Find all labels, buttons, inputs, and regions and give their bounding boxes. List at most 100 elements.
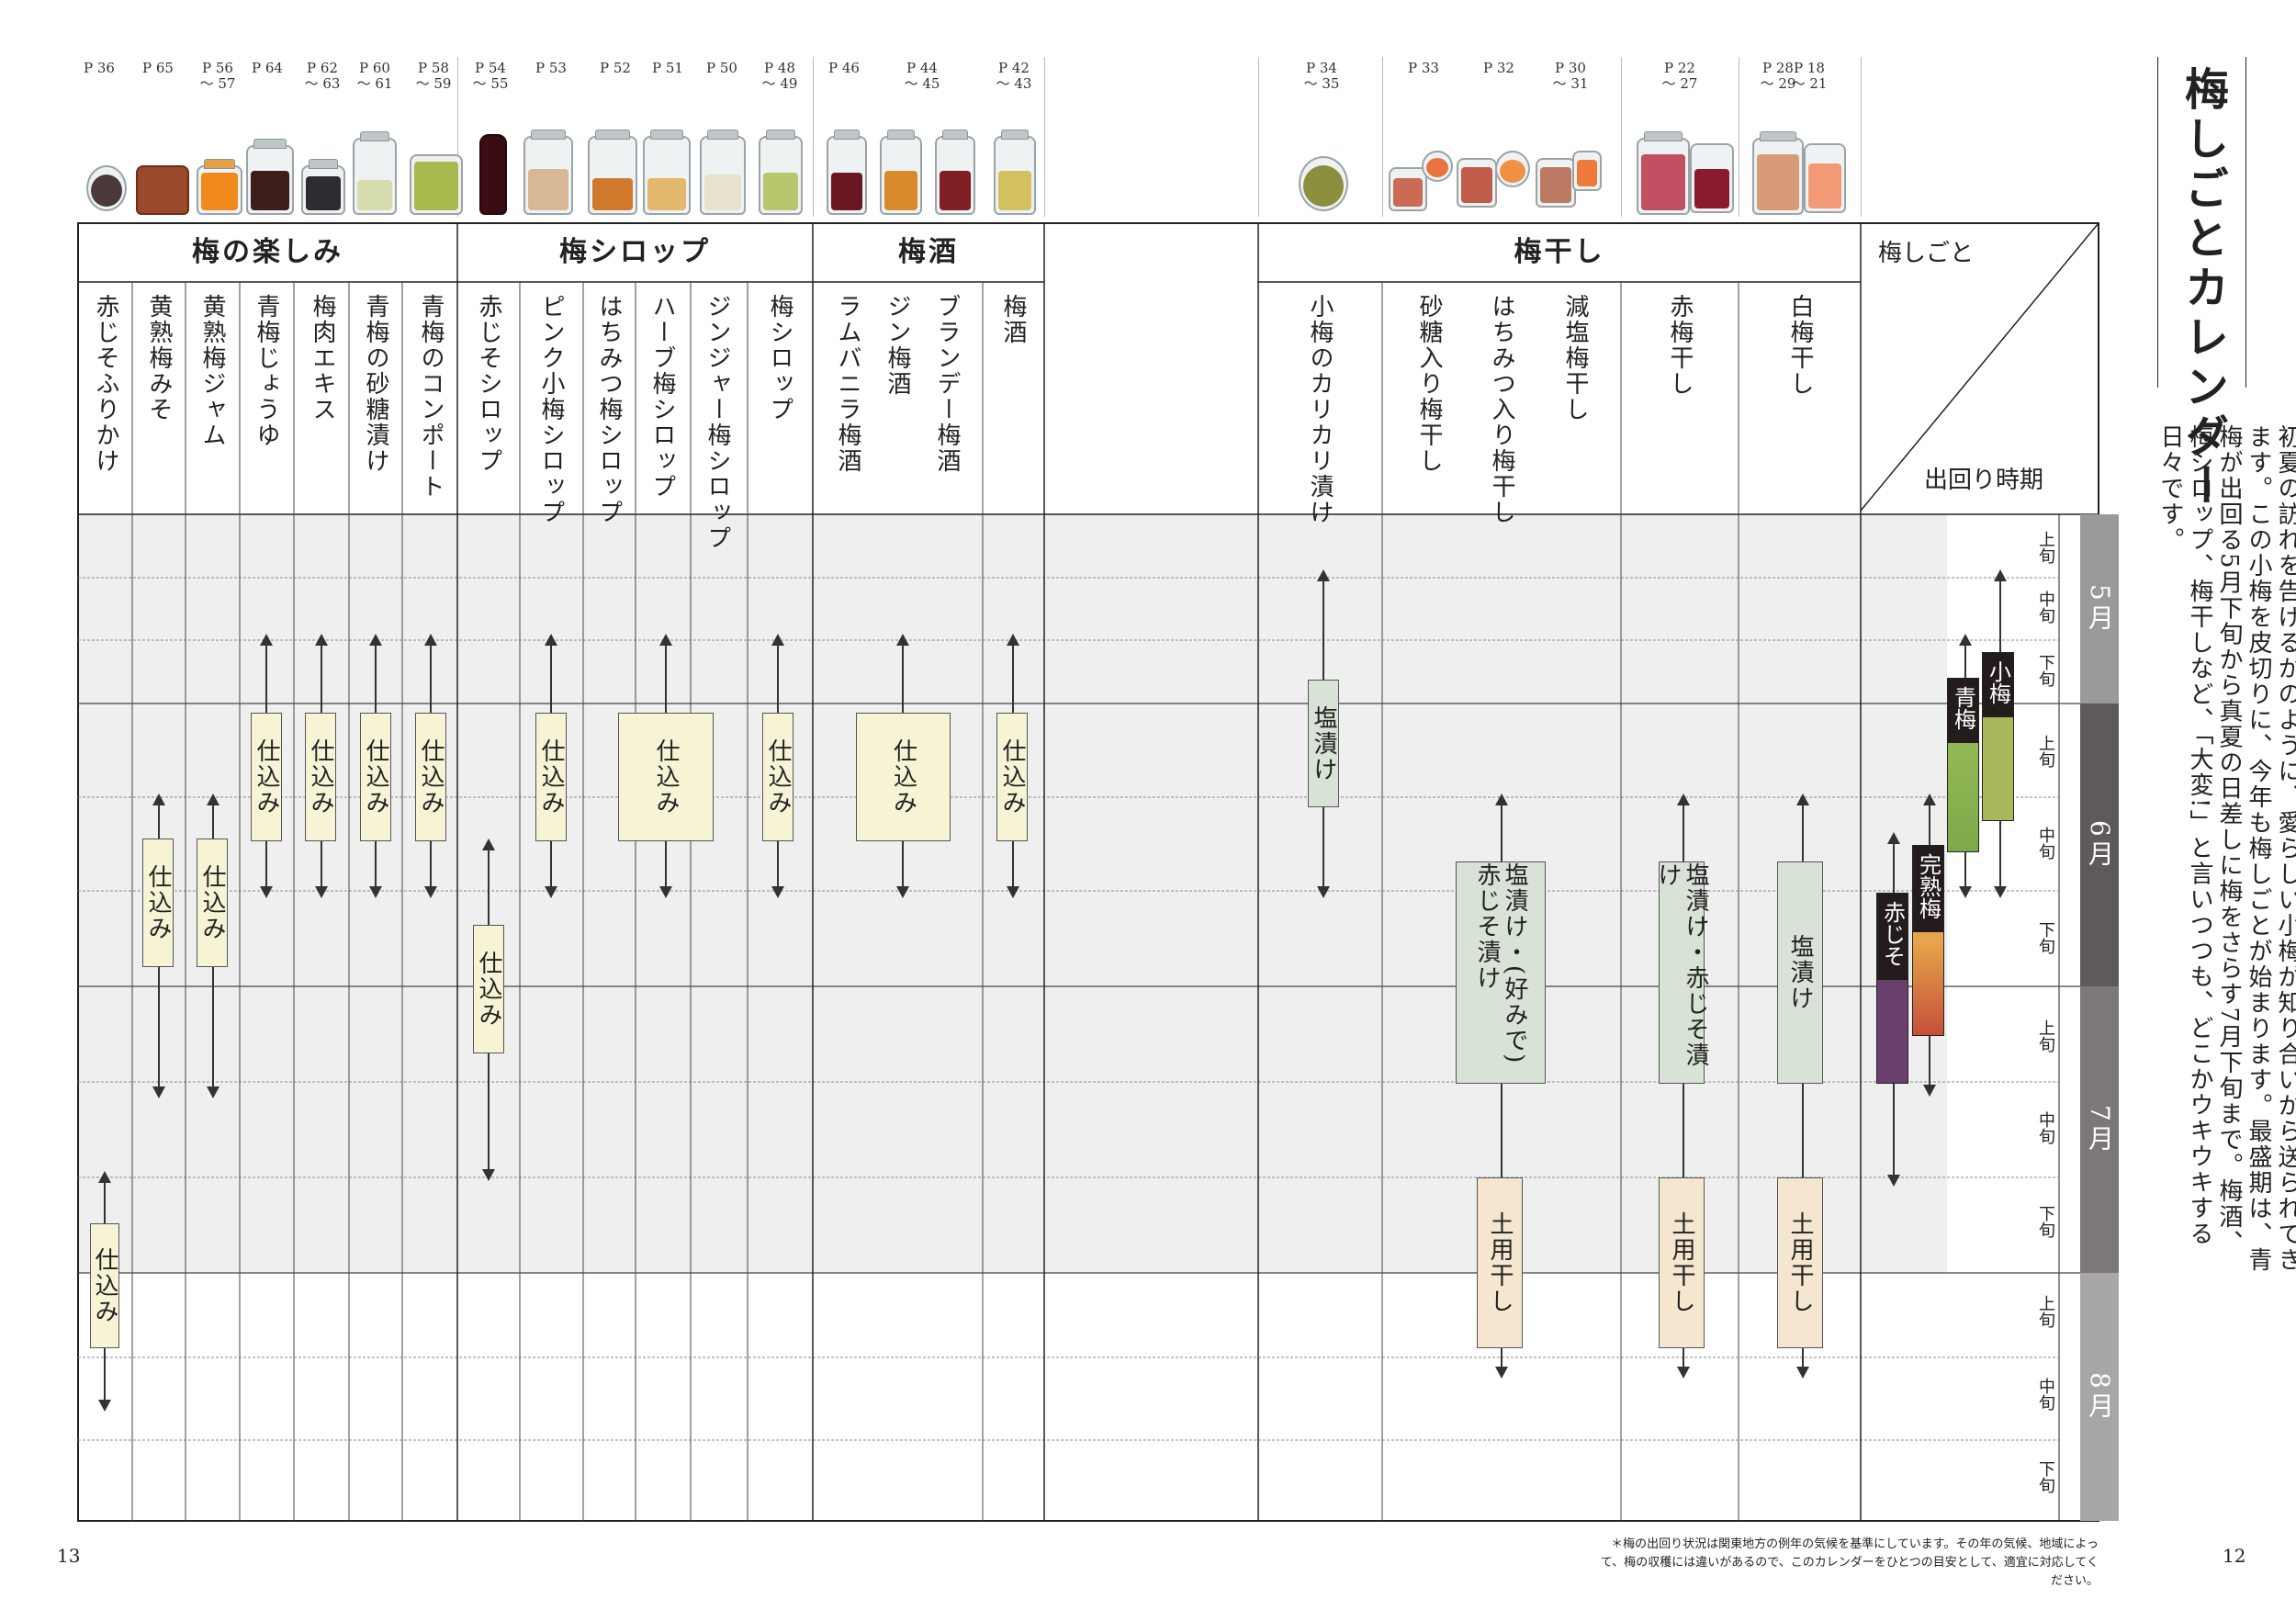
column-name: 白梅干し: [1786, 294, 1814, 397]
column-name: 黄熟梅ジャム: [198, 294, 226, 448]
period-label: 中旬: [2036, 827, 2055, 860]
period-label: 中旬: [2036, 1378, 2055, 1411]
jar-photo: [880, 129, 922, 215]
period-label: 下旬: [2036, 1460, 2055, 1493]
page-ref: P 62 〜 63: [304, 60, 341, 92]
jar-photo: [353, 131, 397, 215]
column-name: ハーブ梅シロップ: [648, 294, 676, 500]
task-box: 仕込み: [996, 713, 1028, 841]
jar-photo: [1572, 151, 1602, 191]
column-name: 梅酒: [999, 294, 1027, 345]
jar-photo: [1495, 151, 1530, 187]
jar-photo: [1299, 156, 1348, 211]
month-july: 7月: [2080, 986, 2119, 1273]
task-box: 塩漬け: [1308, 680, 1339, 807]
month-august: 8月: [2080, 1273, 2119, 1521]
column-name: 小梅のカリカリ漬け: [1306, 294, 1334, 525]
task-box: 仕込み: [142, 839, 174, 967]
category-tanoshimi: 梅の楽しみ: [192, 236, 343, 268]
title-rule: [2245, 57, 2246, 388]
title-rule: [2157, 57, 2158, 388]
page-ref: P 32: [1483, 60, 1514, 76]
jar-photo: [588, 129, 637, 215]
ref-divider: [457, 57, 458, 217]
task-box: 仕込み: [305, 713, 336, 841]
jar-photo: [1804, 143, 1846, 213]
page-ref: P 22 〜 27: [1661, 60, 1698, 92]
jar-photo: [86, 165, 127, 211]
column-name: 赤梅干し: [1666, 294, 1694, 397]
season-kanjukuume: 完熟梅: [1912, 845, 1944, 1036]
corner-label-top: 梅しごと: [1878, 240, 1975, 267]
jar-photo: [700, 129, 746, 215]
ref-divider: [1382, 57, 1383, 217]
period-label: 上旬: [2036, 735, 2055, 768]
page-ref: P 30 〜 31: [1552, 60, 1589, 92]
page-ref: P 58 〜 59: [415, 60, 452, 92]
timing-arrow: [1796, 794, 1809, 1379]
jar-photo: [643, 129, 691, 215]
task-box: 塩漬け・赤じそ漬け: [1654, 861, 1709, 1084]
timing-arrow: [1677, 794, 1690, 1379]
task-box: 仕込み: [762, 713, 793, 841]
jar-photo: [479, 134, 507, 215]
page-ref: P 56 〜 57: [199, 60, 236, 92]
column-name: 青梅じょうゆ: [253, 294, 280, 448]
column-name: ジンジャー梅シロップ: [703, 294, 731, 551]
page-ref: P 33: [1408, 60, 1439, 76]
footnote: ＊梅の出回り状況は関東地方の例年の気候を基準にしています。その年の気候、地域によ…: [1600, 1537, 2099, 1588]
category-umeboshi: 梅干し: [1514, 236, 1605, 268]
ref-divider: [1621, 57, 1622, 217]
task-box: 仕込み: [90, 1223, 119, 1348]
task-box: 仕込み: [197, 839, 228, 967]
page-ref: P 28 〜 29: [1760, 60, 1796, 92]
column-name: 黄熟梅みそ: [145, 294, 173, 422]
task-box: 塩漬け: [1777, 861, 1823, 1084]
period-label: 下旬: [2036, 654, 2055, 687]
jar-photo: [759, 129, 803, 215]
jar-photo: [410, 154, 463, 215]
jar-photo: [246, 139, 294, 215]
period-label: 上旬: [2036, 531, 2055, 564]
page-ref: P 52: [600, 60, 631, 76]
season-aoume: 青梅: [1947, 678, 1979, 852]
category-syrup: 梅シロップ: [559, 236, 711, 268]
column-name: 砂糖入り梅干し: [1415, 294, 1443, 474]
period-label: 下旬: [2036, 1205, 2055, 1238]
task-box: 土用干し: [1659, 1177, 1705, 1348]
column-name: ジン梅酒: [884, 294, 911, 397]
jar-photo: [523, 129, 573, 215]
column-name: ピンク小梅シロップ: [537, 294, 565, 525]
page-ref: P 54 〜 55: [472, 60, 509, 92]
task-box: 仕込み: [473, 925, 504, 1053]
timing-arrow: [1495, 794, 1508, 1379]
page-ref: P 65: [142, 60, 174, 76]
page-title: 梅しごとカレンダー: [2177, 66, 2228, 512]
jar-photo: [935, 129, 975, 215]
task-box: 仕込み: [415, 713, 446, 841]
column-name: はちみつ梅シロップ: [595, 294, 623, 525]
column-name: 赤じそシロップ: [475, 294, 502, 474]
ref-divider: [1258, 57, 1259, 217]
page-ref: P 60 〜 61: [356, 60, 393, 92]
page-ref: P 51: [652, 60, 683, 76]
page-ref: P 48 〜 49: [761, 60, 798, 92]
column-name: 赤じそふりかけ: [92, 294, 119, 474]
column-name: 減塩梅干し: [1561, 294, 1589, 422]
page-number-left: 13: [57, 1545, 81, 1567]
jar-photo: [994, 129, 1036, 215]
page-ref: P 34 〜 35: [1303, 60, 1340, 92]
column-name: ブランデー梅酒: [933, 294, 961, 474]
jar-photo: [827, 129, 867, 215]
column-name: 梅シロップ: [766, 294, 793, 422]
page-ref: P 64: [252, 60, 283, 76]
jar-photo: [197, 159, 242, 215]
task-box: 塩漬け・(好みで)赤じそ漬け: [1456, 861, 1546, 1084]
jar-photo: [1690, 143, 1734, 213]
ref-divider: [813, 57, 814, 217]
jar-photo: [1389, 167, 1427, 211]
jar-photo: [1752, 131, 1804, 215]
season-akajiso: 赤じそ: [1876, 893, 1908, 1084]
page-ref: P 46: [828, 60, 860, 76]
